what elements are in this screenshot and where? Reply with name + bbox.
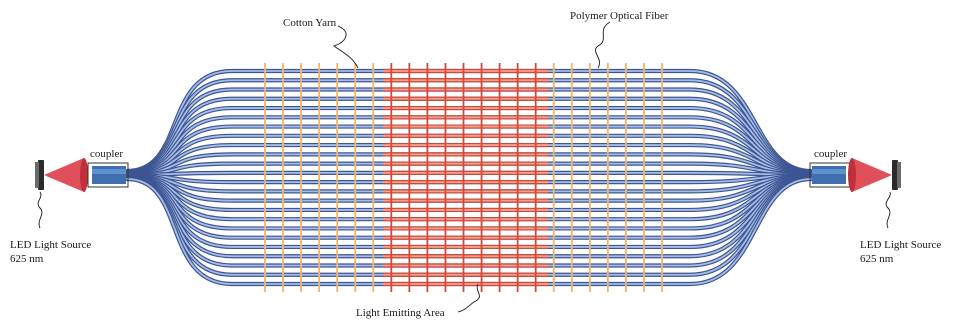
left-coupler-bracket — [87, 162, 129, 188]
light-emitting-area-label: Light Emitting Area — [356, 307, 445, 319]
right-led-body — [892, 160, 898, 190]
left-coupler — [92, 166, 126, 184]
fiber-strand — [124, 142, 814, 176]
left-led-label-line1: LED Light Source — [10, 239, 91, 251]
polymer-optical-fiber-bundle — [124, 68, 814, 287]
left-led-body — [38, 160, 44, 190]
fiber-strand — [124, 124, 814, 176]
right-led-label-line2: 625 nm — [860, 253, 894, 265]
fiber-strand-core — [126, 178, 812, 285]
left-light-source-assembly — [35, 158, 129, 192]
left-coupler-label: coupler — [90, 148, 123, 160]
fiber-strand-core — [126, 174, 812, 184]
right-led-cone-rim — [848, 158, 856, 192]
right-led-label-line1: LED Light Source — [860, 239, 941, 251]
left-led-cone-rim — [80, 158, 88, 192]
right-led-cone — [852, 158, 892, 192]
left-led-leader — [37, 191, 43, 229]
fiber-strand — [124, 176, 814, 287]
left-coupler-highlight — [92, 169, 126, 174]
right-coupler-label: coupler — [814, 148, 847, 160]
polymer-fiber-label: Polymer Optical Fiber — [570, 10, 669, 22]
fiber-strand-core — [126, 144, 812, 175]
polymer-fiber-leader — [595, 21, 611, 69]
cotton-yarn-leader — [333, 25, 359, 69]
cotton-yarn-label: Cotton Yarn — [283, 17, 337, 29]
fiber-strand-core — [126, 134, 812, 175]
fiber-strand-core — [126, 171, 812, 176]
right-led-leader — [885, 191, 891, 229]
right-coupler-highlight — [812, 169, 846, 174]
right-coupler — [812, 166, 846, 184]
fiber-strand — [124, 173, 814, 203]
right-led-base — [897, 162, 901, 188]
left-led-base — [35, 162, 39, 188]
light-area-leader — [457, 283, 480, 313]
cotton-yarn-group — [264, 63, 663, 292]
left-led-cone — [44, 158, 84, 192]
fiber-strand-core — [126, 174, 812, 202]
fiber-strand-core — [126, 125, 812, 174]
right-light-source-assembly — [809, 158, 901, 192]
left-led-label-line2: 625 nm — [10, 253, 44, 265]
